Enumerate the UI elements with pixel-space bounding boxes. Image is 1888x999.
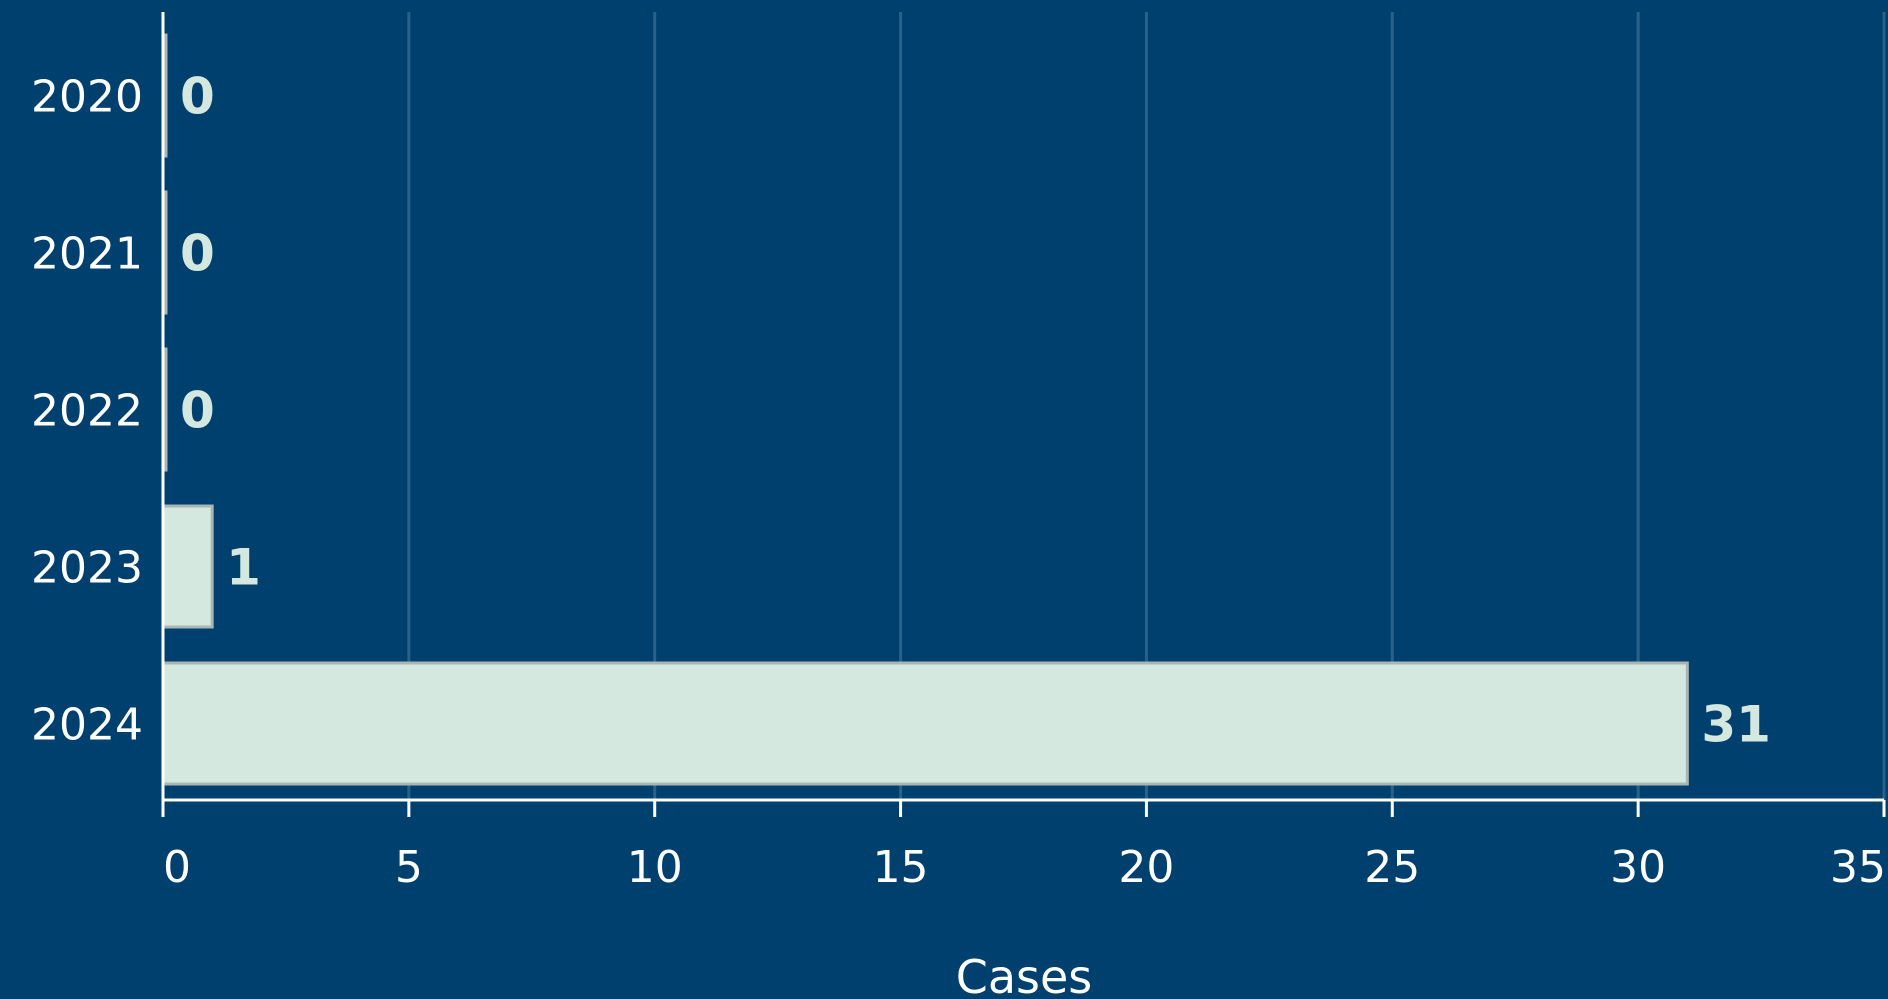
data-label: 1 [226,539,261,597]
data-label: 31 [1701,696,1771,754]
bar-2024 [161,661,1689,786]
x-tick-label: 35 [1830,842,1886,893]
x-axis-title: Cases [956,950,1093,999]
x-tick-label: 0 [163,842,191,893]
data-label: 0 [180,382,215,440]
x-tick-label: 5 [395,842,423,893]
grid-layer [407,12,1886,800]
y-tick-label: 2023 [31,543,143,594]
y-tick-label: 2022 [31,386,143,437]
x-tick-label: 30 [1610,842,1666,893]
y-tick-label: 2021 [31,229,143,280]
bar-2023 [161,504,214,629]
x-tick-label: 10 [627,842,683,893]
x-tick-label: 25 [1364,842,1420,893]
x-tick-label: 15 [873,842,929,893]
y-tick-label: 2020 [31,72,143,123]
y-tick-label: 2024 [31,700,143,751]
data-label: 0 [180,225,215,283]
label-layer: 2020 0 2021 0 2022 0 2023 1 2024 31 [31,68,1771,754]
x-tick-label: 20 [1118,842,1174,893]
data-label: 0 [180,68,215,126]
bar-layer [161,33,1689,786]
axis-layer: 0 5 10 15 20 25 30 35 [161,12,1886,893]
